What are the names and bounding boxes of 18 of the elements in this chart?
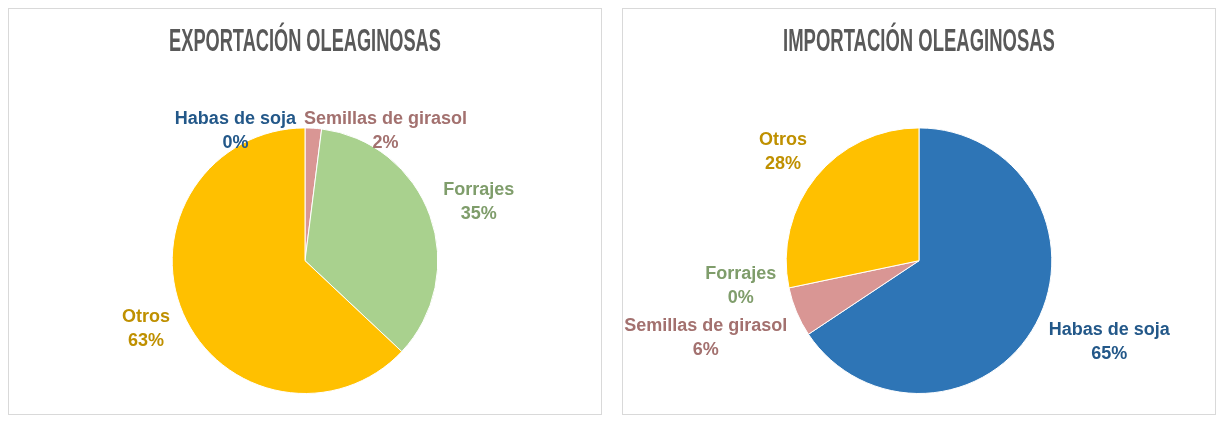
category-label: Forrajes <box>705 262 777 283</box>
data-label: 6% <box>692 338 719 359</box>
data-label: 65% <box>1091 343 1128 364</box>
slice-label: Otros <box>758 128 807 149</box>
category-label: Habas de soja <box>174 108 296 129</box>
slice-label: Semillas de girasol <box>624 314 788 335</box>
data-label: 63% <box>127 330 164 351</box>
slice-label: Habas de soja <box>1048 319 1171 340</box>
data-label: 35% <box>460 203 497 224</box>
chart-title: IMPORTACIÓN OLEAGINOSAS <box>783 21 1055 59</box>
text: 0% <box>222 132 249 153</box>
text: 0% <box>727 286 754 307</box>
chart-title: EXPORTACIÓN OLEAGINOSAS <box>169 21 441 59</box>
slice-label: Otros <box>121 306 170 327</box>
data-label: 2% <box>372 132 399 153</box>
data-label: 28% <box>764 152 801 173</box>
slice-label: Semillas de girasol <box>303 108 467 129</box>
slice-label: Forrajes <box>443 179 515 200</box>
